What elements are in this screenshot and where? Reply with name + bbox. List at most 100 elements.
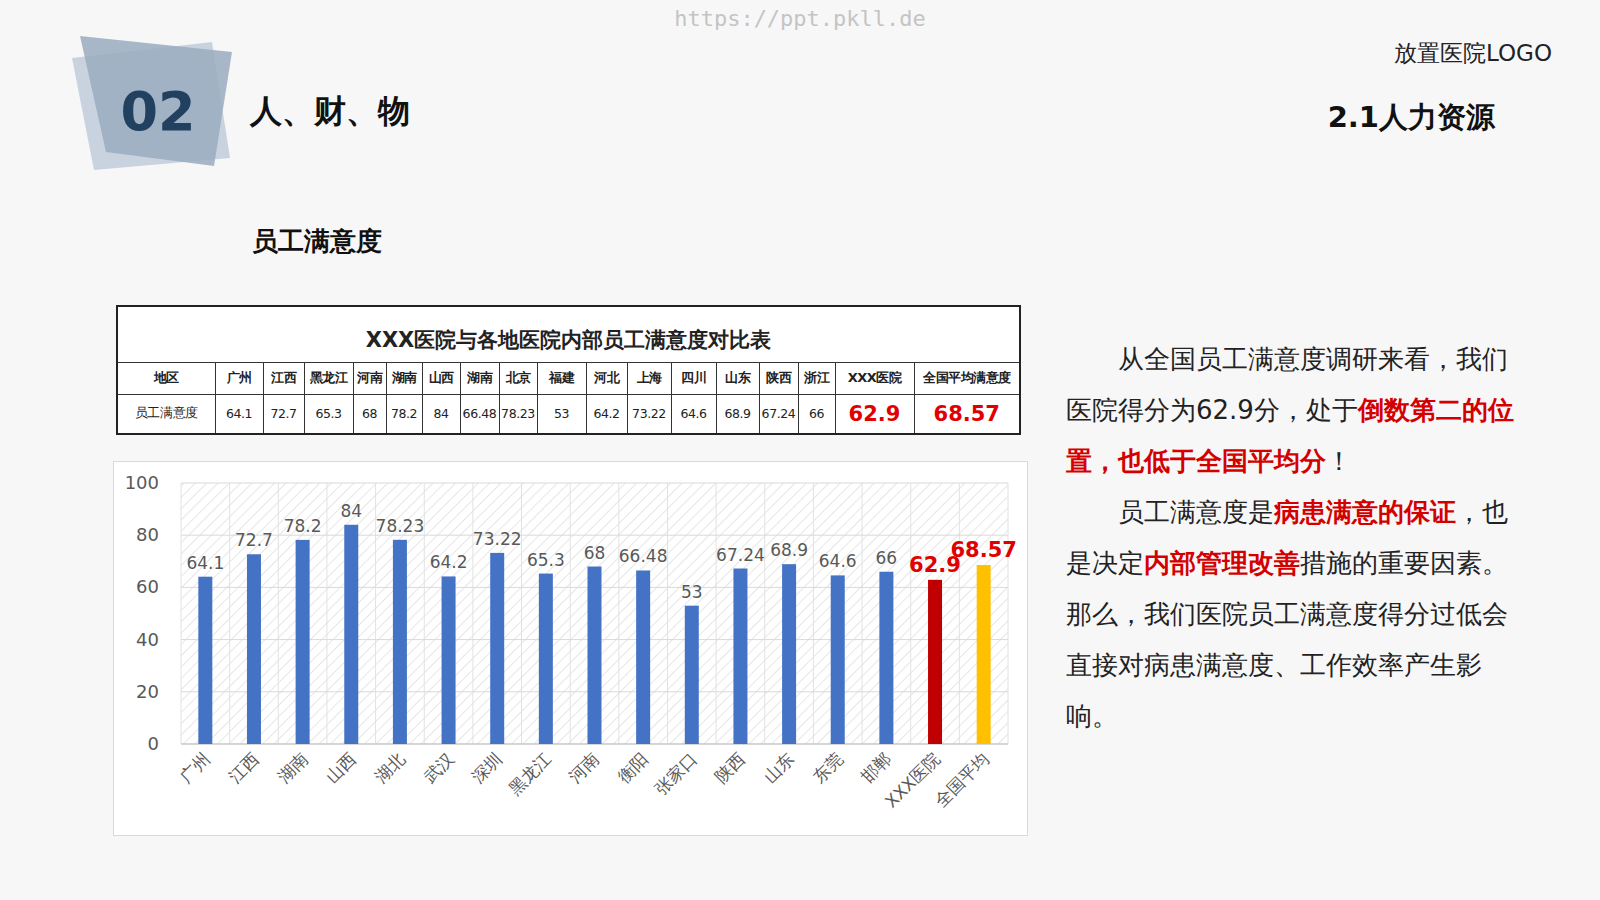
bars — [198, 525, 990, 744]
table-cell: 72.7 — [263, 394, 304, 434]
bar — [782, 564, 796, 744]
header-cell: 黑龙江 — [304, 362, 353, 394]
y-tick-label: 80 — [136, 524, 159, 545]
x-tick-label: 陕西 — [711, 749, 749, 787]
x-tick-label: 河南 — [565, 749, 603, 787]
table-cell: 66 — [798, 394, 835, 434]
table-cell: 67.24 — [759, 394, 798, 434]
bar — [393, 540, 407, 744]
table-cell: 68 — [353, 394, 386, 434]
x-tick-label: 张家口 — [650, 749, 700, 799]
bar — [198, 577, 212, 744]
data-label: 64.1 — [186, 553, 224, 573]
header-cell: 山西 — [422, 362, 460, 394]
x-tick-label: 邯郸 — [857, 749, 895, 787]
comparison-table: XXX医院与各地医院内部员工满意度对比表地区广州江西黑龙江河南湖南山西湖南北京福… — [116, 305, 1021, 435]
bar — [539, 574, 553, 744]
band-divider — [326, 483, 327, 744]
emphasis-text: 病患满意的保证 — [1274, 497, 1456, 527]
x-tick-label: 黑龙江 — [504, 749, 554, 799]
commentary: 从全国员工满意度调研来看，我们医院得分为62.9分，处于倒数第二的位置，也低于全… — [1066, 334, 1526, 742]
table-cell: 66.48 — [460, 394, 499, 434]
data-label: 84 — [340, 501, 362, 521]
section-title: 人、财、物 — [250, 90, 410, 134]
band-divider — [229, 483, 230, 744]
header-cell: 湖南 — [460, 362, 499, 394]
emphasis-text: 内部管理改善 — [1144, 548, 1300, 578]
table-cell: 78.23 — [499, 394, 537, 434]
table-cell: 84 — [422, 394, 460, 434]
data-label: 53 — [681, 582, 703, 602]
header-cell: 广州 — [215, 362, 263, 394]
data-label: 64.2 — [430, 552, 468, 572]
header-cell: 河南 — [353, 362, 386, 394]
header-cell: 全国平均满意度 — [914, 362, 1020, 394]
x-tick-label: 江西 — [225, 749, 263, 787]
data-label: 73.22 — [473, 529, 522, 549]
y-tick-label: 100 — [125, 472, 159, 493]
data-label: 68 — [584, 543, 606, 563]
x-tick-label: 武汉 — [419, 749, 457, 787]
section-badge: 02 — [62, 30, 252, 180]
bar — [733, 569, 747, 744]
band-divider — [1008, 483, 1009, 744]
data-label: 64.6 — [819, 551, 857, 571]
table-cell: 64.2 — [586, 394, 627, 434]
grid-line — [181, 483, 1008, 484]
bar — [685, 606, 699, 744]
table-cell: 64.1 — [215, 394, 263, 434]
data-label: 65.3 — [527, 550, 565, 570]
x-tick-label: 湖北 — [371, 749, 409, 787]
row-label: 员工满意度 — [117, 394, 215, 434]
band-divider — [910, 483, 911, 744]
y-tick-label: 60 — [136, 576, 159, 597]
paragraph: 从全国员工满意度调研来看，我们医院得分为62.9分，处于倒数第二的位置，也低于全… — [1066, 334, 1526, 487]
watermark: https://ppt.pkll.de — [0, 6, 1600, 31]
heading: 员工满意度 — [252, 224, 382, 259]
data-label: 66.48 — [619, 546, 668, 566]
band-divider — [278, 483, 279, 744]
band-divider — [472, 483, 473, 744]
plot-area — [181, 483, 1008, 744]
y-tick-label: 40 — [136, 629, 159, 650]
header-cell: 四川 — [671, 362, 716, 394]
data-row: 员工满意度64.172.765.36878.28466.4878.235364.… — [117, 394, 1020, 434]
band-divider — [181, 483, 182, 744]
header-cell: 陕西 — [759, 362, 798, 394]
table-cell: 78.2 — [386, 394, 422, 434]
data-label: 66 — [876, 548, 898, 568]
data-label: 78.23 — [376, 516, 425, 536]
y-tick-label: 0 — [148, 733, 159, 754]
band-divider — [959, 483, 960, 744]
bar — [344, 525, 358, 744]
table-cell: 65.3 — [304, 394, 353, 434]
data-label: 68.57 — [950, 538, 1016, 562]
data-label: 72.7 — [235, 530, 273, 550]
subsection: 2.1人力资源 — [1328, 98, 1495, 138]
x-tick-label: 衡阳 — [614, 749, 652, 787]
bar — [977, 565, 991, 744]
table-title: XXX医院与各地医院内部员工满意度对比表 — [117, 306, 1020, 362]
band-divider — [618, 483, 619, 744]
bar — [442, 576, 456, 744]
x-tick-label: 山西 — [322, 749, 360, 787]
table-cell: 62.9 — [835, 394, 914, 434]
header-row: 地区广州江西黑龙江河南湖南山西湖南北京福建河北上海四川山东陕西浙江XXX医院全国… — [117, 362, 1020, 394]
band-divider — [667, 483, 668, 744]
bar — [879, 572, 893, 744]
header-cell: 浙江 — [798, 362, 835, 394]
paragraph: 员工满意度是病患满意的保证，也是决定内部管理改善措施的重要因素。那么，我们医院员… — [1066, 487, 1526, 742]
band-divider — [521, 483, 522, 744]
bar — [247, 554, 261, 744]
body-text: 员工满意度是 — [1118, 497, 1274, 527]
table-cell: 53 — [537, 394, 586, 434]
data-label: 68.9 — [770, 540, 808, 560]
x-tick-label: 广州 — [176, 749, 214, 787]
bar — [588, 567, 602, 744]
band-divider — [764, 483, 765, 744]
x-tick-label: 湖南 — [273, 749, 311, 787]
band-divider — [570, 483, 571, 744]
bar — [296, 540, 310, 744]
header-cell: 河北 — [586, 362, 627, 394]
x-tick-label: 深圳 — [468, 749, 506, 787]
